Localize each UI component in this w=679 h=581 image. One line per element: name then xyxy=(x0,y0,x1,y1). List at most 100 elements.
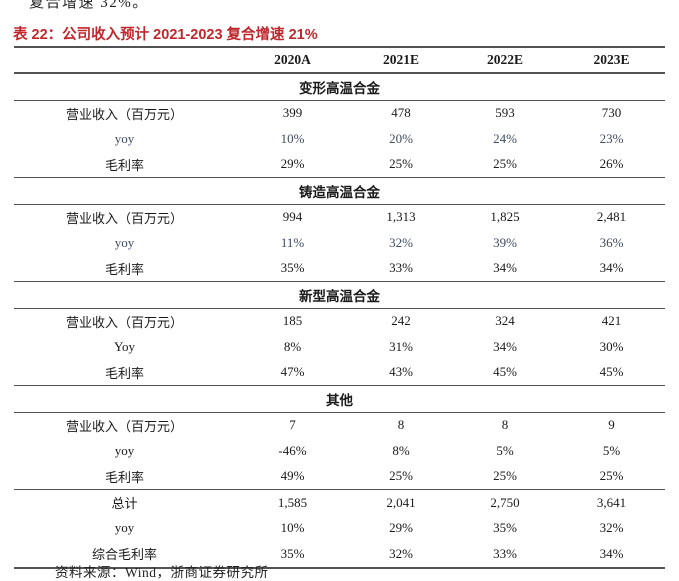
cell-value: 35% xyxy=(493,520,517,536)
cell-value: 34% xyxy=(558,255,665,282)
summary-row-yoy: yoy 10% 29% 35% 32% xyxy=(14,516,665,542)
cell-value: -46% xyxy=(278,442,307,458)
column-header-2020a: 2020A xyxy=(235,46,350,74)
cell-value: 242 xyxy=(391,313,411,329)
cell-value: 39% xyxy=(493,234,517,250)
cell-value: 26% xyxy=(558,151,665,178)
cell-value: 1,585 xyxy=(277,494,308,510)
cell-value: 185 xyxy=(282,313,303,329)
cell-value: 35% xyxy=(235,541,350,569)
row-label: 毛利率 xyxy=(14,255,235,282)
cell-value: 32% xyxy=(350,541,452,569)
row-label: 毛利率 xyxy=(14,151,235,178)
cell-value: 1,313 xyxy=(386,209,416,225)
cell-value: 324 xyxy=(495,313,515,329)
cell-value: 25% xyxy=(350,151,452,178)
row-label: 总计 xyxy=(111,496,138,512)
section-header: 新型高温合金 xyxy=(14,281,665,309)
summary-row-gross-margin: 综合毛利率 35% 32% 33% 34% xyxy=(14,541,665,569)
section-header: 其他 xyxy=(14,385,665,413)
cell-value: 25% xyxy=(350,463,452,490)
column-header-2021e: 2021E xyxy=(350,46,452,74)
cell-value: 29% xyxy=(235,151,350,178)
cell-value: 8 xyxy=(501,417,509,433)
cell-value: 5% xyxy=(602,442,621,458)
cell-value: 2,041 xyxy=(386,494,416,510)
cell-value: 9 xyxy=(608,417,615,433)
cell-value: 31% xyxy=(389,338,413,354)
section-header: 铸造高温合金 xyxy=(14,177,665,205)
table-header-row: 2020A 2021E 2022E 2023E xyxy=(14,46,665,74)
row-label: 综合毛利率 xyxy=(14,541,235,569)
cell-value: 478 xyxy=(391,105,411,121)
cell-value: 45% xyxy=(558,359,665,386)
header-empty-cell xyxy=(14,46,235,74)
cell-value: 24% xyxy=(493,130,517,146)
clipped-paragraph-text: 复合增速 32%。 xyxy=(29,0,149,11)
row-label: 营业收入（百万元） xyxy=(65,418,183,434)
cell-value: 33% xyxy=(350,255,452,282)
cell-value: 730 xyxy=(601,105,622,121)
cell-value: 32% xyxy=(389,234,413,250)
row-label: yoy xyxy=(114,442,135,458)
row-label: yoy xyxy=(114,520,135,536)
cell-value: 3,641 xyxy=(596,494,627,510)
row-label: Yoy xyxy=(113,338,136,354)
cell-value: 8% xyxy=(392,442,410,458)
cell-value: 2,481 xyxy=(596,209,627,225)
cell-value: 35% xyxy=(235,255,350,282)
table-row: 毛利率 29% 25% 25% 26% xyxy=(14,151,665,178)
cell-value: 49% xyxy=(235,463,350,490)
column-header-2022e: 2022E xyxy=(452,46,558,74)
section-header-label: 铸造高温合金 xyxy=(14,177,665,205)
cell-value: 5% xyxy=(496,442,514,458)
cell-value: 47% xyxy=(235,359,350,386)
section-header-label: 新型高温合金 xyxy=(14,281,665,309)
cell-value: 36% xyxy=(599,234,624,250)
cell-value: 29% xyxy=(389,520,413,536)
cell-value: 1,825 xyxy=(490,209,520,225)
cell-value: 30% xyxy=(599,338,624,354)
column-header-2023e: 2023E xyxy=(558,46,665,74)
cell-value: 25% xyxy=(452,463,558,490)
table-row: yoy 10% 20% 24% 23% xyxy=(14,126,665,152)
summary-row-total: 总计 1,585 2,041 2,750 3,641 xyxy=(14,490,665,516)
table-row: yoy 11% 32% 39% 36% xyxy=(14,230,665,256)
cell-value: 32% xyxy=(599,520,624,536)
cell-value: 11% xyxy=(280,234,305,250)
cell-value: 43% xyxy=(350,359,452,386)
row-label: yoy xyxy=(114,234,135,250)
cell-value: 2,750 xyxy=(490,494,520,510)
table-row: Yoy 8% 31% 34% 30% xyxy=(14,334,665,360)
table-row: 毛利率 35% 33% 34% 34% xyxy=(14,255,665,282)
cell-value: 10% xyxy=(280,130,305,146)
table-row: 营业收入（百万元） 7 8 8 9 xyxy=(14,412,665,438)
table-row: 营业收入（百万元） 185 242 324 421 xyxy=(14,308,665,334)
row-label: 营业收入（百万元） xyxy=(65,210,183,226)
cell-value: 23% xyxy=(599,130,624,146)
table-row: 毛利率 47% 43% 45% 45% xyxy=(14,359,665,386)
cell-value: 45% xyxy=(452,359,558,386)
table-title: 表 22：公司收入预计 2021-2023 复合增速 21% xyxy=(13,27,318,43)
cell-value: 994 xyxy=(282,209,303,225)
row-label: 营业收入（百万元） xyxy=(65,314,183,330)
table-row: 营业收入（百万元） 399 478 593 730 xyxy=(14,100,665,126)
cell-value: 25% xyxy=(452,151,558,178)
source-note: 资料来源：Wind，浙商证券研究所 xyxy=(55,565,269,580)
section-header-label: 其他 xyxy=(14,385,665,413)
cell-value: 8 xyxy=(397,417,405,433)
section-header: 变形高温合金 xyxy=(14,73,665,101)
cell-value: 34% xyxy=(558,541,665,569)
table-row: 营业收入（百万元） 994 1,313 1,825 2,481 xyxy=(14,204,665,230)
cell-value: 20% xyxy=(389,130,413,146)
cell-value: 34% xyxy=(452,255,558,282)
cell-value: 593 xyxy=(495,105,515,121)
revenue-forecast-table: 2020A 2021E 2022E 2023E 变形高温合金 营业收入（百万元）… xyxy=(14,46,665,569)
table-row: yoy -46% 8% 5% 5% xyxy=(14,438,665,464)
cell-value: 25% xyxy=(558,463,665,490)
row-label: 毛利率 xyxy=(14,359,235,386)
row-label: 毛利率 xyxy=(14,463,235,490)
section-header-label: 变形高温合金 xyxy=(14,73,665,101)
cell-value: 399 xyxy=(282,105,303,121)
